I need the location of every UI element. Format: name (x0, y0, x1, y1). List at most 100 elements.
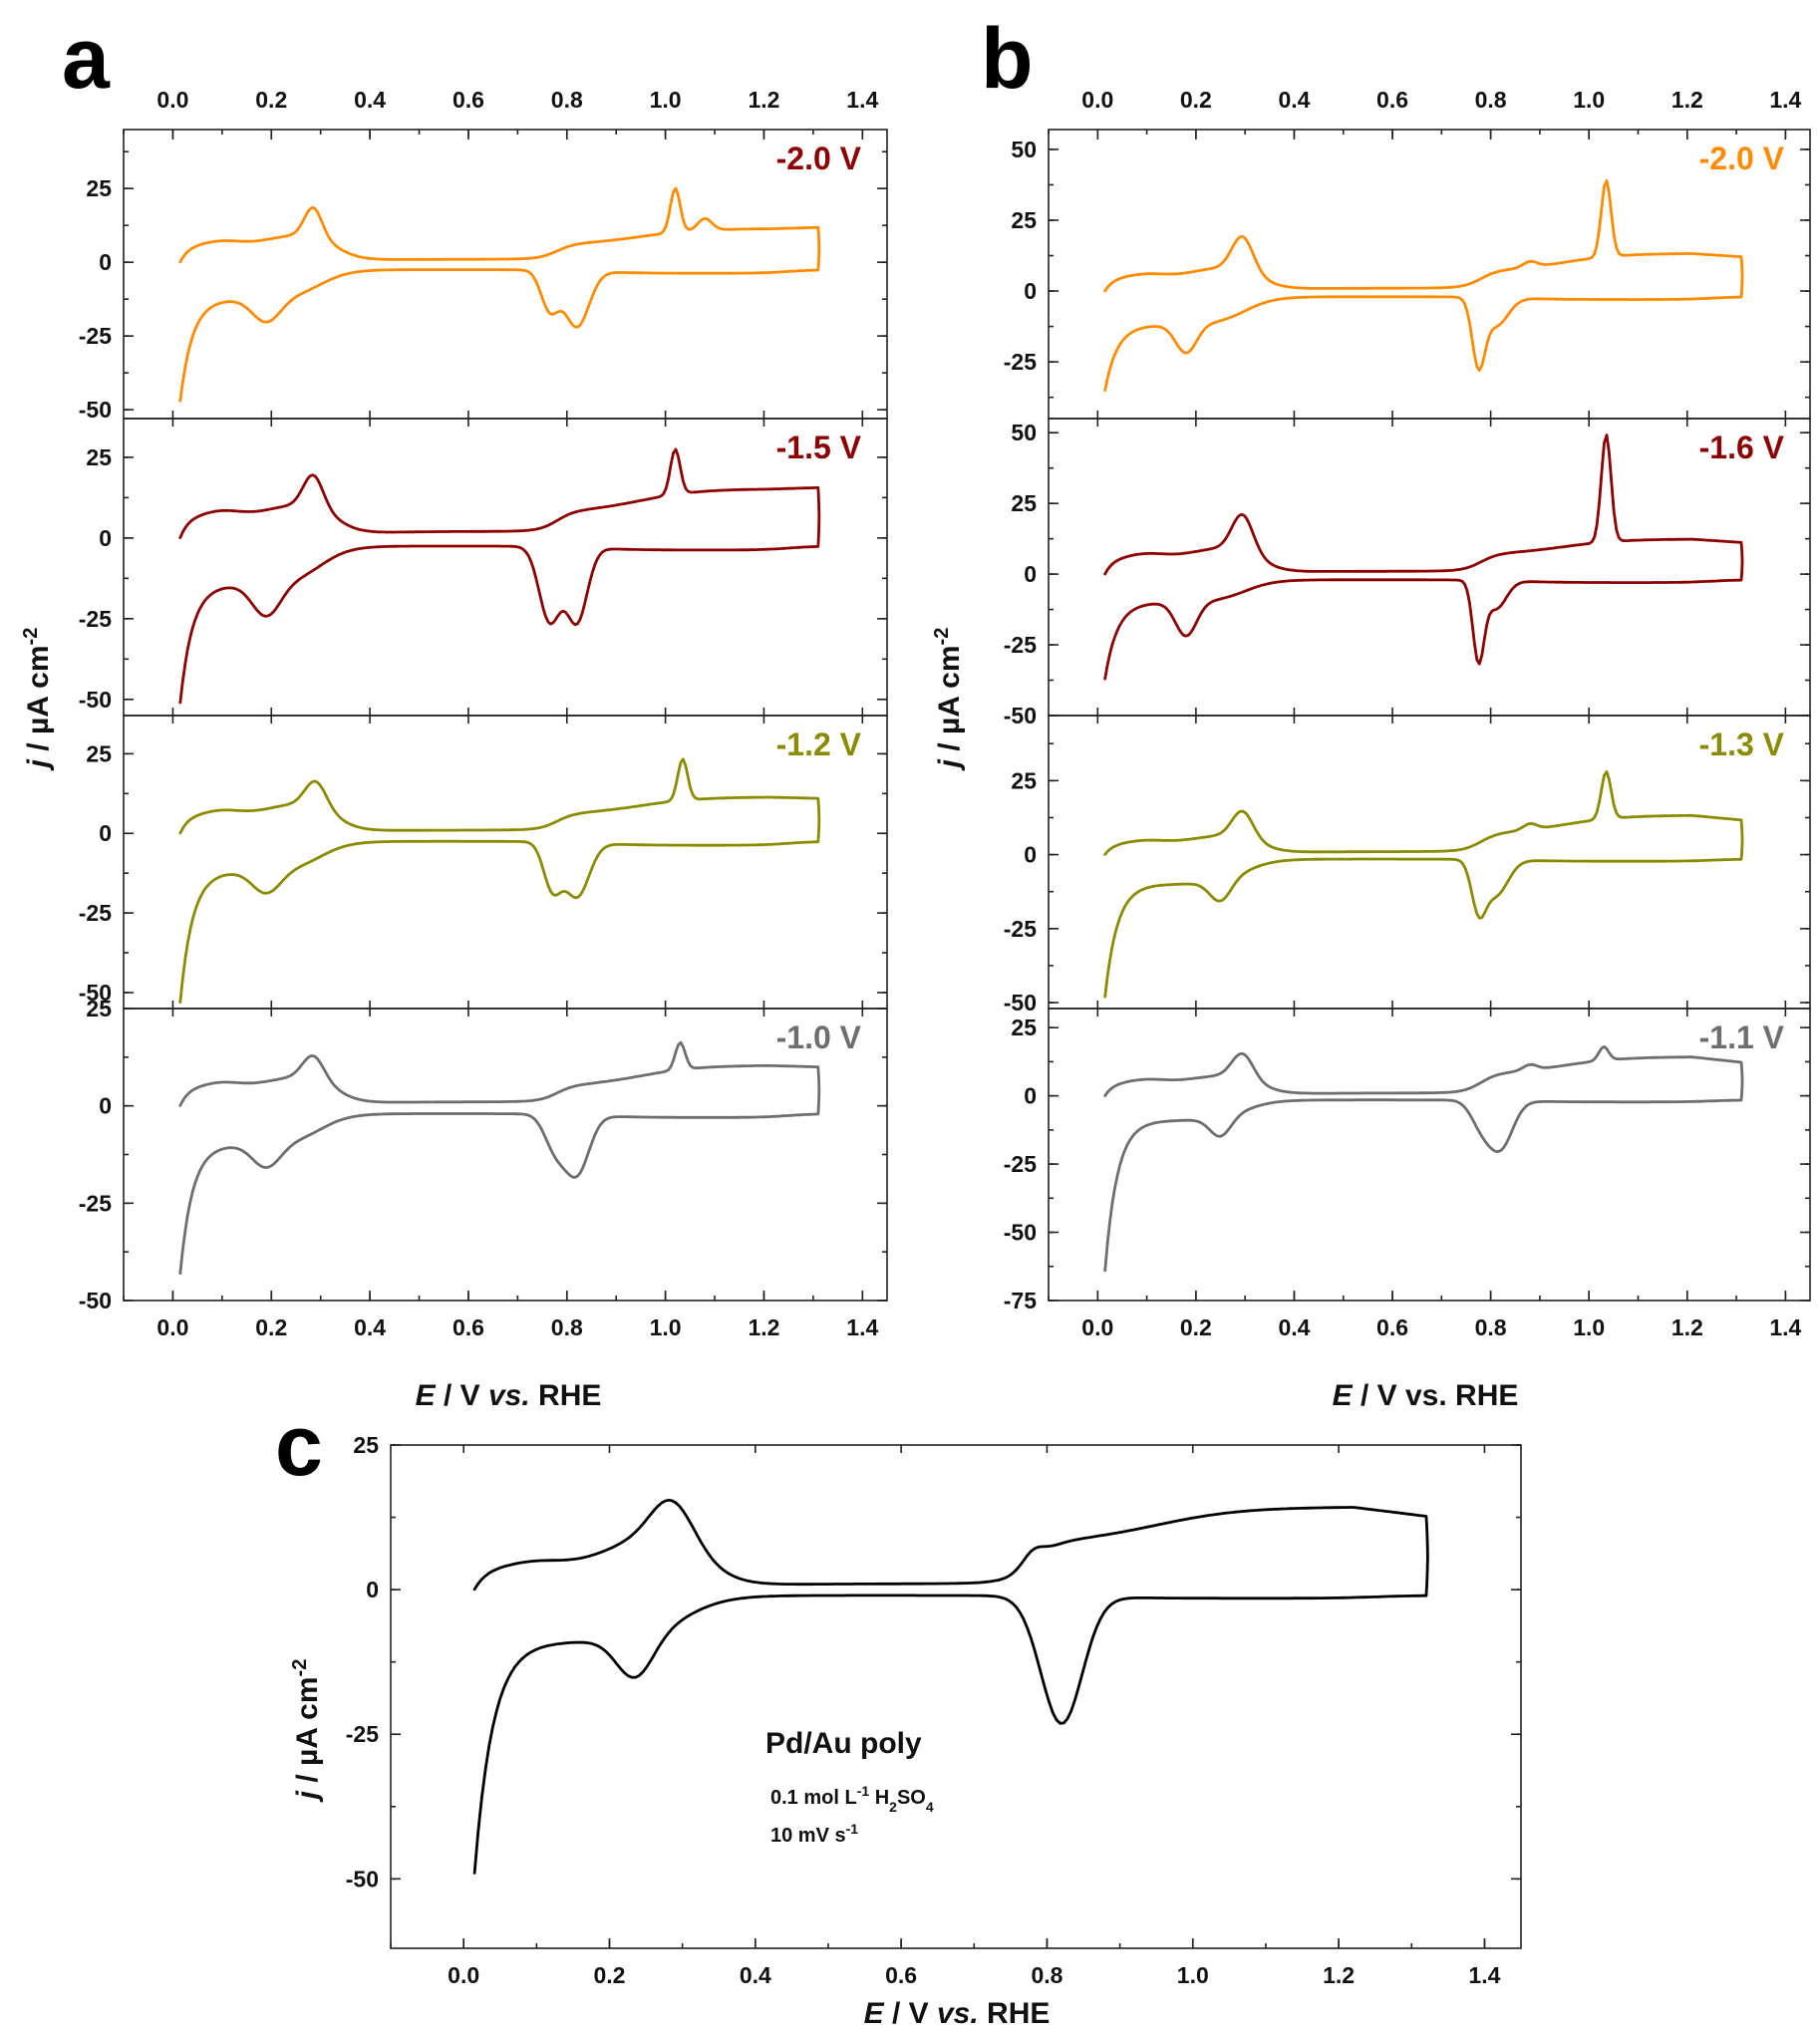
y-tick-label: -50 (79, 1288, 112, 1313)
cv-curve (178, 757, 821, 1004)
plot-frame (123, 1008, 888, 1302)
y-tick-label: 25 (1011, 490, 1037, 516)
x-tick-label: 1.4 (846, 1314, 878, 1340)
x-tick-label: 0.6 (1376, 1314, 1408, 1340)
x-tick-label: 0.8 (1475, 87, 1507, 113)
y-tick-label: -25 (1004, 1151, 1037, 1177)
annotation-scan-rate: 10 mV s-1 (770, 1821, 858, 1847)
x-tick-label: 1.0 (1177, 1962, 1209, 1988)
x-tick-label: 0.8 (551, 87, 583, 113)
series-label: -1.5 V (776, 430, 862, 465)
y-tick-label: -25 (1004, 349, 1037, 375)
x-tick-label: 0.0 (1081, 87, 1113, 113)
series-label: -2.0 V (1699, 141, 1785, 176)
x-tick-label: 0.6 (885, 1962, 917, 1988)
y-tick-label: 50 (1011, 420, 1037, 445)
y-axis-title-b: j / µA cm-2 (931, 628, 966, 772)
x-tick-label: 0.6 (1376, 87, 1408, 113)
plot-frame (1048, 418, 1811, 717)
y-tick-label: -25 (79, 900, 112, 926)
x-tick-label: 1.0 (1573, 1314, 1605, 1340)
y-tick-label: -25 (346, 1721, 379, 1747)
x-axis-title-c: E / V vs. RHE (864, 1997, 1051, 2030)
x-axis-title-b: E / V vs. RHE (1333, 1379, 1519, 1412)
annotation-electrolyte: 0.1 mol L-1 H2SO4 (770, 1783, 934, 1815)
cv-curve (1103, 1045, 1744, 1273)
cv-curve (178, 186, 821, 403)
y-tick-label: 0 (1024, 561, 1037, 587)
y-tick-label: -75 (1004, 1288, 1037, 1313)
y-tick-label: 25 (353, 1432, 379, 1458)
panel-c: -50 -25 0 25 0.0 0.2 0.4 0.6 0.8 1.0 1.2 1.4 (346, 1432, 1522, 1988)
y-tick-label: -50 (1004, 990, 1037, 1016)
x-tick-label: 1.2 (748, 1314, 779, 1340)
panel-b: -25 0 25 50 -2.0 V -50 -25 0 25 50 -1.6 V -50 -25 0 25… (1004, 87, 1811, 1340)
x-tick-label: 0.0 (1081, 1314, 1113, 1340)
x-tick-label: 0.8 (551, 1314, 583, 1340)
cv-curve (1103, 770, 1744, 999)
y-tick-label: 25 (1011, 207, 1037, 233)
x-tick-label: 1.4 (1769, 1314, 1801, 1340)
x-tick-label: 0.4 (740, 1962, 771, 1988)
y-tick-label: 25 (86, 996, 112, 1021)
plot-frame (123, 715, 888, 1010)
x-tick-label: 0.8 (1475, 1314, 1507, 1340)
x-tick-label: 1.0 (650, 87, 682, 113)
y-tick-label: 0 (366, 1577, 379, 1602)
cv-curve (1103, 434, 1744, 681)
x-tick-label: 1.2 (1671, 1314, 1703, 1340)
x-tick-label: 1.0 (650, 1314, 682, 1340)
panel-letter-c: c (275, 1398, 323, 1494)
x-tick-label: 1.4 (1468, 1962, 1500, 1988)
x-tick-label: 0.6 (453, 87, 484, 113)
x-tick-label: 1.0 (1573, 87, 1605, 113)
y-tick-label: 0 (99, 249, 112, 275)
y-tick-label: -50 (346, 1866, 379, 1891)
x-tick-label: 0.0 (156, 1314, 188, 1340)
panel-letter-b: b (981, 11, 1034, 107)
y-axis-title-a: j / µA cm-2 (20, 628, 55, 772)
cv-curve (178, 1040, 821, 1276)
series-label: -1.2 V (776, 726, 862, 762)
x-tick-label: 1.2 (748, 87, 779, 113)
y-tick-label: -25 (79, 1190, 112, 1216)
plot-frame (123, 129, 888, 420)
y-tick-label: 0 (1024, 1083, 1037, 1109)
series-label: -1.3 V (1699, 726, 1785, 762)
x-tick-label: 0.6 (453, 1314, 484, 1340)
annotation-title: Pd/Au poly (765, 1727, 922, 1760)
x-tick-label: 0.2 (255, 1314, 287, 1340)
y-tick-label: 25 (86, 444, 112, 470)
x-tick-label: 0.4 (354, 87, 386, 113)
y-tick-label: 0 (99, 820, 112, 846)
y-tick-label: -50 (79, 980, 112, 1006)
cv-curve (178, 447, 821, 705)
y-tick-label: 0 (1024, 842, 1037, 868)
y-tick-label: 25 (1011, 767, 1037, 793)
y-tick-label: -25 (1004, 632, 1037, 658)
x-tick-label: 0.0 (448, 1962, 479, 1988)
y-tick-label: 25 (1011, 1015, 1037, 1040)
y-tick-label: -25 (79, 606, 112, 632)
series-label: -1.6 V (1699, 430, 1785, 465)
x-tick-label: 0.4 (1278, 1314, 1310, 1340)
y-tick-label: -25 (79, 323, 112, 349)
plot-frame (123, 418, 888, 717)
y-tick-label: 0 (99, 525, 112, 551)
x-tick-label: 1.4 (1769, 87, 1801, 113)
series-label: -2.0 V (776, 141, 862, 176)
x-tick-label: 0.0 (156, 87, 188, 113)
y-tick-label: -50 (1004, 1220, 1037, 1246)
y-tick-label: -50 (79, 397, 112, 423)
y-tick-label: 25 (86, 175, 112, 201)
y-tick-label: 50 (1011, 137, 1037, 162)
cv-curve (472, 1498, 1429, 1875)
x-tick-label: 1.2 (1671, 87, 1703, 113)
y-tick-label: -50 (79, 687, 112, 713)
x-tick-label: 0.4 (354, 1314, 386, 1340)
x-tick-label: 0.2 (255, 87, 287, 113)
x-tick-label: 0.4 (1278, 87, 1310, 113)
x-tick-label: 0.8 (1031, 1962, 1062, 1988)
